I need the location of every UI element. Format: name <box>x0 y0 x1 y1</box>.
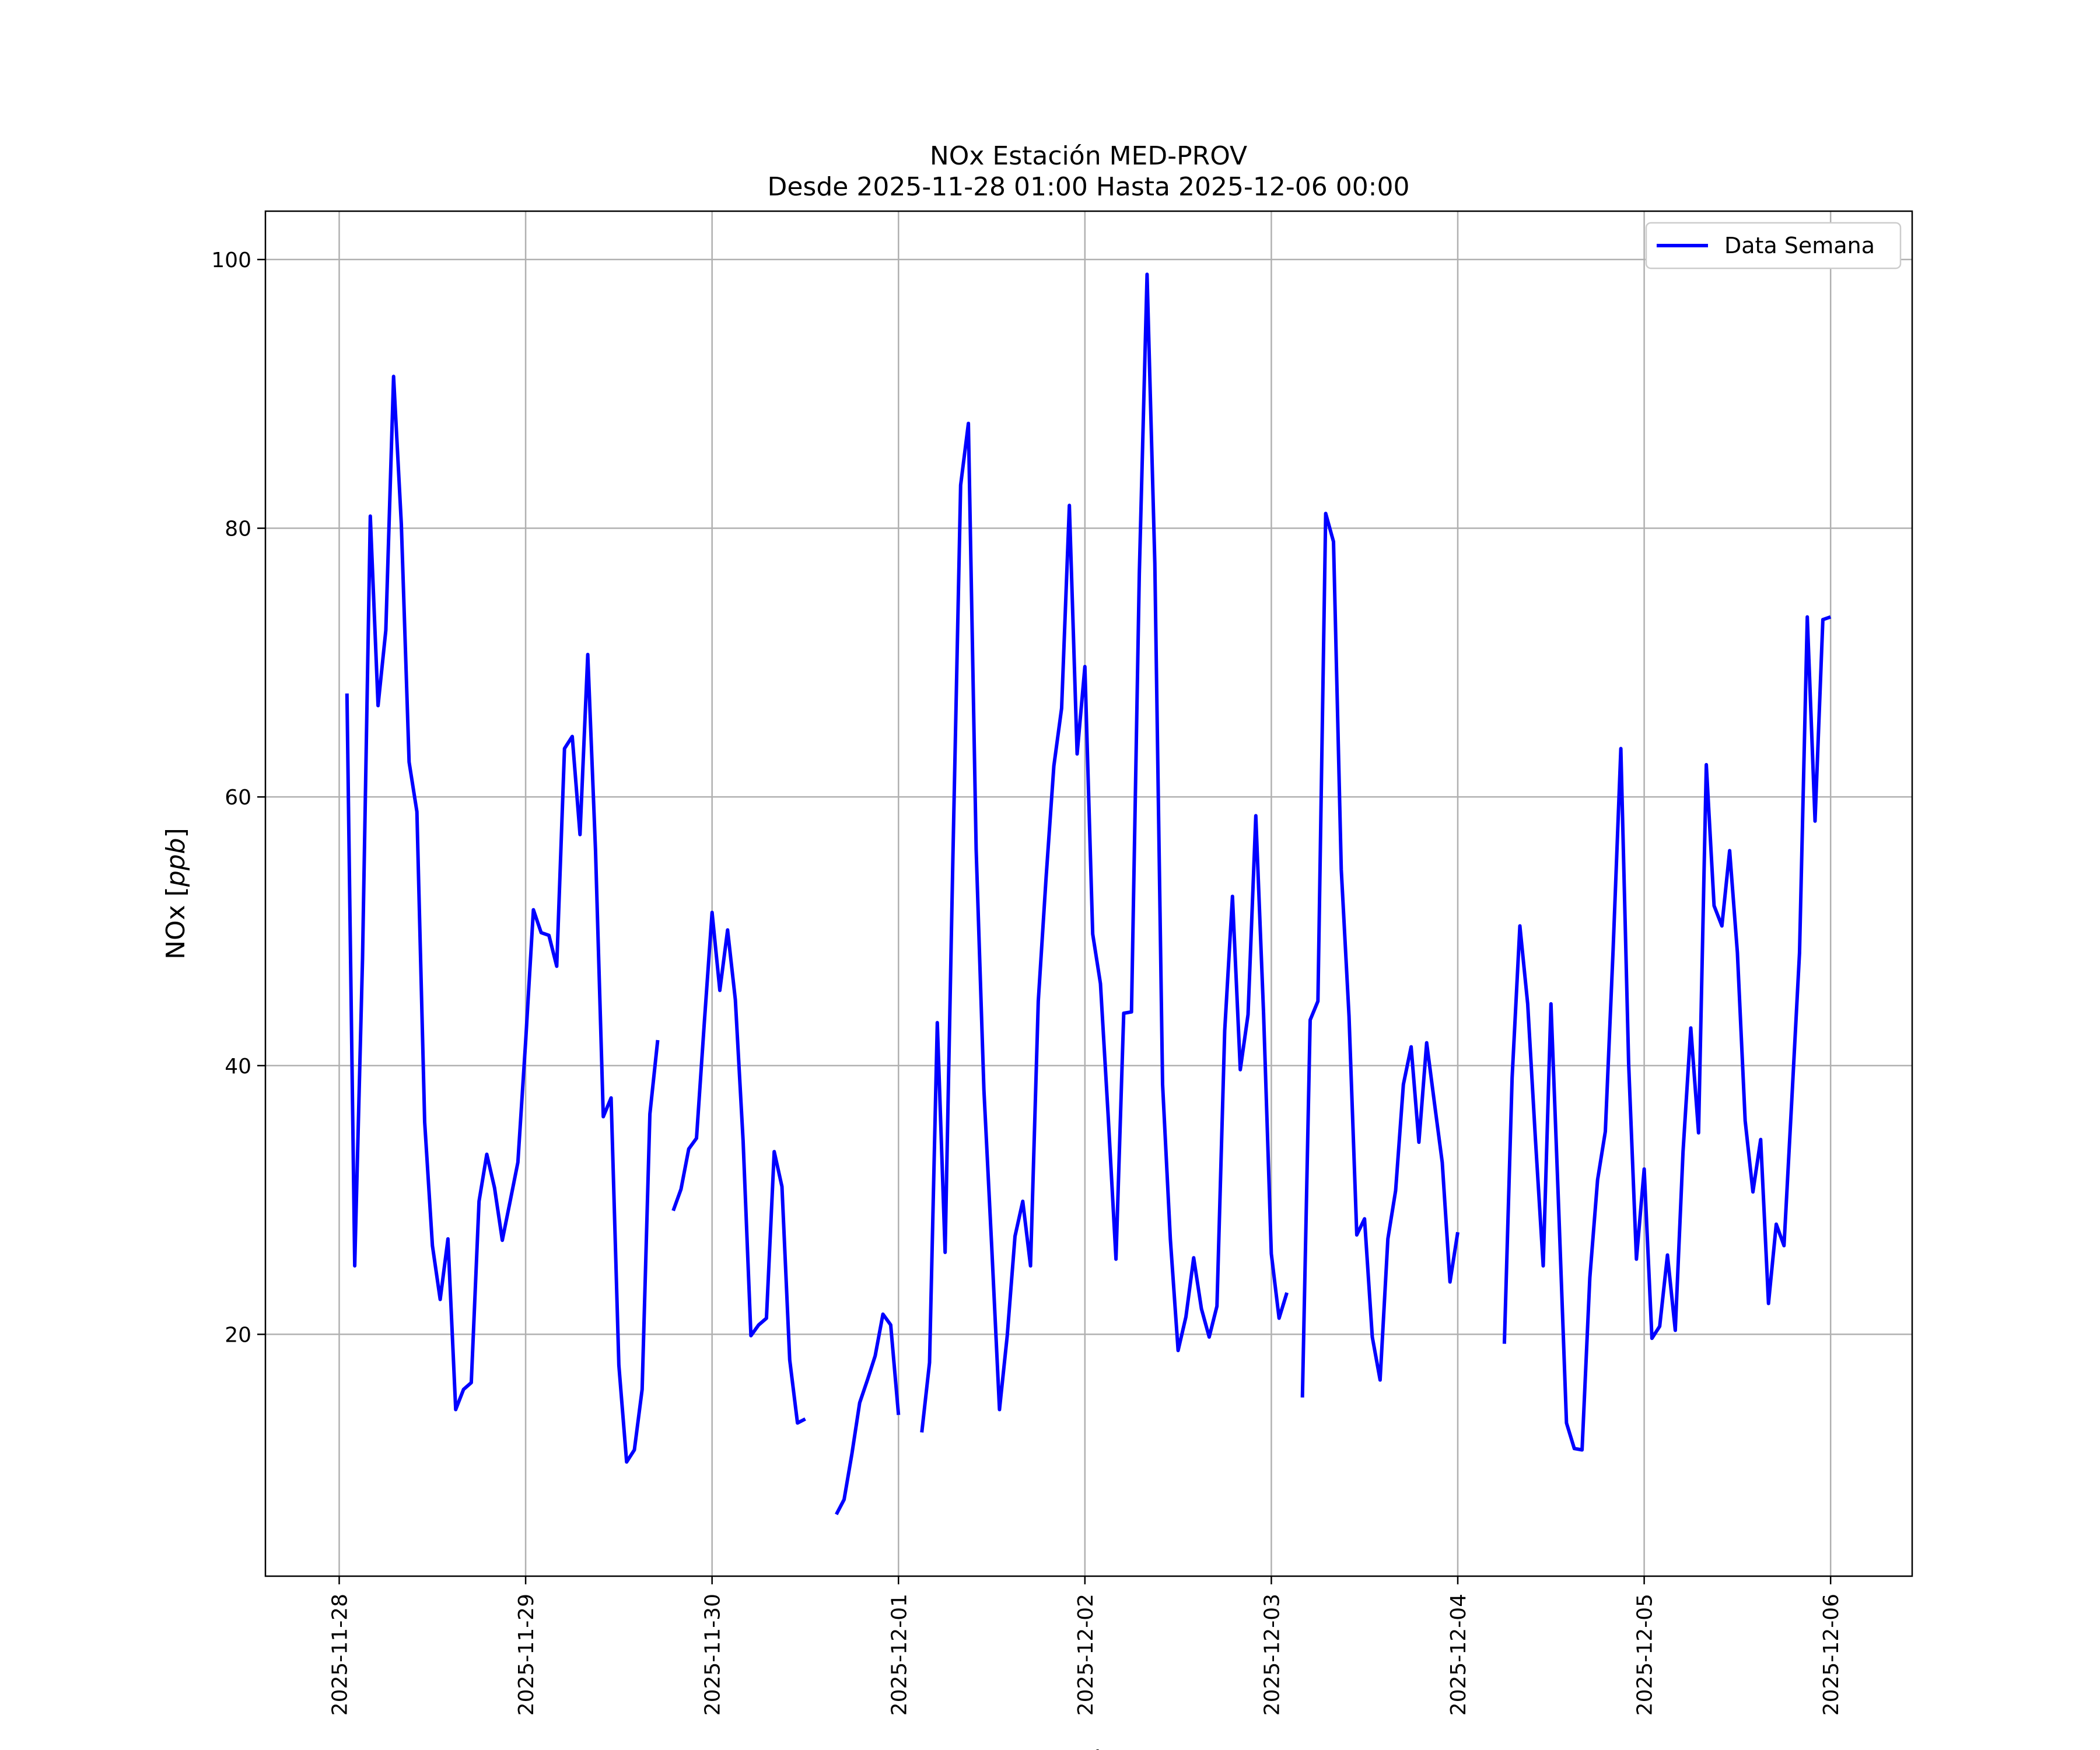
y-tick-label: 60 <box>225 786 251 810</box>
data-series <box>345 272 1832 1516</box>
y-axis-label-main: NOx [ <box>161 887 191 960</box>
axis-ticks: 2025-11-28 2025-11-29 2025-11-30 2025-12-01… <box>211 249 1843 1716</box>
chart-title: NOx Estación MED-PROV <box>930 141 1247 171</box>
x-tick-label: 2025-11-28 <box>328 1594 352 1716</box>
x-tick-label: 2025-12-04 <box>1447 1594 1471 1716</box>
legend: Data Semana <box>1645 222 1902 270</box>
chart-subtitle: Desde 2025-11-28 01:00 Hasta 2025-12-06 … <box>767 172 1409 202</box>
x-tick-label: 2025-12-03 <box>1260 1594 1284 1716</box>
y-axis-label: NOx [ppb] <box>161 828 191 960</box>
x-tick-label: 2025-12-06 <box>1819 1594 1843 1716</box>
y-tick-label: 80 <box>225 517 251 541</box>
x-tick-label: 2025-11-30 <box>701 1594 725 1716</box>
series-line-segment <box>1300 512 1460 1398</box>
y-axis-label-unit: ppb <box>161 838 191 887</box>
grid-lines <box>265 211 1912 1576</box>
plot-area-frame <box>264 210 1913 1577</box>
series-line-segment <box>671 911 806 1425</box>
series-line-segment <box>920 272 1289 1433</box>
x-tick-label: 2025-11-29 <box>514 1594 538 1716</box>
x-axis-label: Fecha <box>1051 1745 1126 1750</box>
x-tick-label: 2025-12-02 <box>1074 1594 1098 1716</box>
legend-label: Data Semana <box>1724 233 1875 258</box>
y-tick-label: 20 <box>225 1323 251 1347</box>
y-tick-label: 40 <box>225 1055 251 1079</box>
y-axis-label-end: ] <box>161 828 191 838</box>
series-line-segment <box>1502 615 1832 1452</box>
y-tick-label: 100 <box>211 249 251 272</box>
x-tick-label: 2025-12-05 <box>1633 1594 1657 1716</box>
legend-box <box>1645 222 1902 270</box>
series-line-segment <box>345 374 660 1464</box>
series-line-segment <box>835 1312 901 1516</box>
x-tick-label: 2025-12-01 <box>887 1594 911 1716</box>
